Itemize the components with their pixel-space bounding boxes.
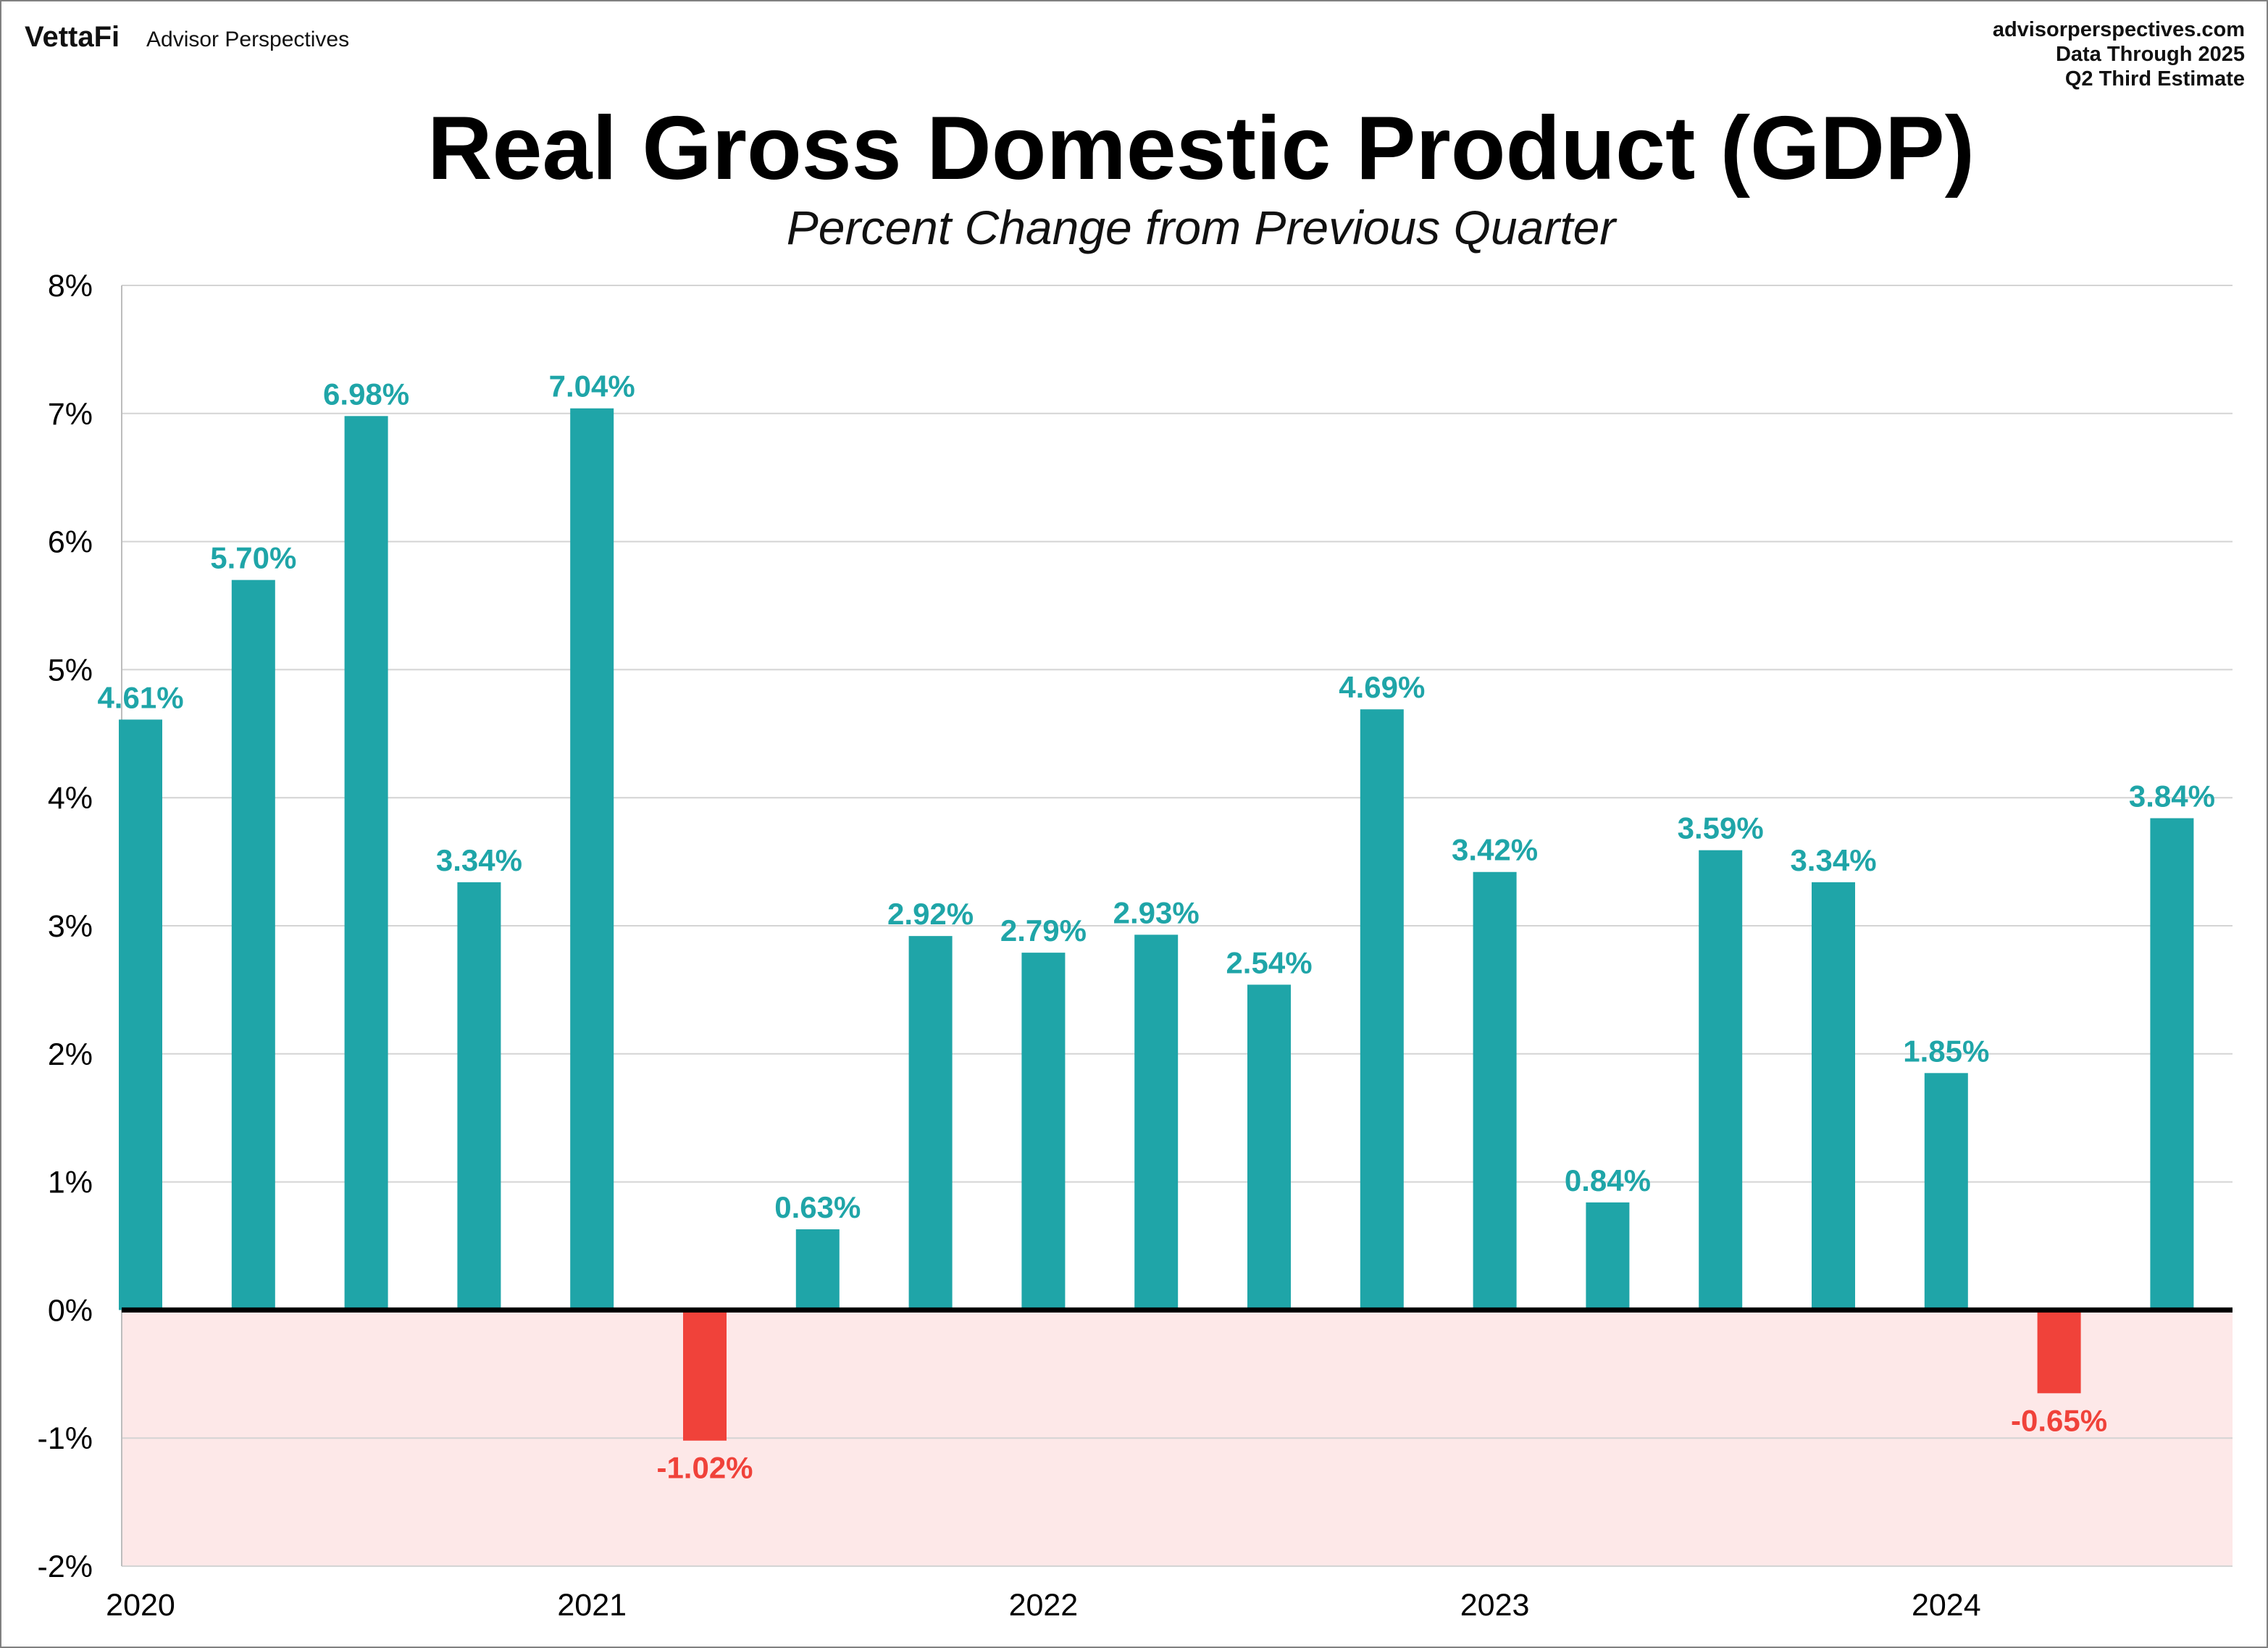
source-note-line2: Q2 Third Estimate xyxy=(2065,67,2245,91)
data-label: 7.04% xyxy=(549,369,635,403)
bar xyxy=(683,1310,727,1441)
x-tick-label: 2022 xyxy=(1009,1588,1079,1623)
bar xyxy=(344,416,388,1310)
bar xyxy=(1247,984,1291,1310)
x-tick-label: 2024 xyxy=(1912,1588,1981,1623)
data-label: 2.92% xyxy=(887,897,974,931)
chart-title: Real Gross Domestic Product (GDP) xyxy=(427,99,1975,198)
bar xyxy=(1360,709,1404,1310)
data-label: 4.69% xyxy=(1339,670,1425,704)
bar xyxy=(1699,850,1743,1310)
x-tick-label: 2021 xyxy=(557,1588,627,1623)
data-label: 3.84% xyxy=(2129,779,2215,813)
source-site: advisorperspectives.com xyxy=(1993,18,2245,41)
x-tick-label: 2023 xyxy=(1460,1588,1530,1623)
logo-brand: VettaFi xyxy=(25,21,120,53)
data-label: -0.65% xyxy=(2011,1403,2107,1437)
y-tick-label: 6% xyxy=(48,525,93,560)
data-label: 1.85% xyxy=(1903,1034,1989,1068)
data-label: 2.79% xyxy=(1000,913,1087,948)
bar xyxy=(795,1229,840,1310)
bar xyxy=(1924,1073,1968,1310)
y-tick-label: 3% xyxy=(48,909,93,944)
bar xyxy=(1134,934,1179,1310)
bar xyxy=(1021,953,1066,1310)
bar xyxy=(457,882,501,1310)
y-tick-label: -2% xyxy=(38,1549,93,1584)
y-tick-label: 4% xyxy=(48,781,93,816)
data-labels: 4.61% 5.70% 6.98% 3.34% 7.04% -1.02% 0.63% 2.92… xyxy=(97,369,2214,1485)
bar xyxy=(1812,882,1855,1310)
bar xyxy=(908,936,953,1310)
data-label: 6.98% xyxy=(323,377,409,411)
data-label: 0.84% xyxy=(1565,1163,1651,1197)
data-label: 4.61% xyxy=(97,680,183,714)
data-label: 5.70% xyxy=(210,541,296,575)
x-tick-label: 2020 xyxy=(106,1588,175,1623)
bar xyxy=(1586,1202,1630,1310)
y-tick-label: 2% xyxy=(48,1037,93,1072)
data-label: 3.34% xyxy=(436,843,522,877)
x-tick-labels: 2020 2021 2022 2023 2024 xyxy=(106,1588,1980,1623)
bar xyxy=(2150,818,2194,1310)
data-label: 3.34% xyxy=(1790,843,1876,877)
chart-subtitle: Percent Change from Previous Quarter xyxy=(787,201,1618,254)
bar xyxy=(2037,1310,2081,1394)
y-tick-label: 7% xyxy=(48,397,93,432)
bar xyxy=(1473,871,1517,1310)
y-tick-label: 5% xyxy=(48,653,93,687)
y-tick-labels: 8% 7% 6% 5% 4% 3% 2% 1% 0% -1% -2% xyxy=(38,269,93,1584)
logo-product: Advisor Perspectives xyxy=(146,28,349,51)
data-label: 3.42% xyxy=(1452,833,1538,867)
data-label: 2.93% xyxy=(1113,895,1200,929)
bars xyxy=(119,408,2194,1441)
bar xyxy=(231,580,275,1310)
data-label: 0.63% xyxy=(774,1190,861,1224)
data-label: 2.54% xyxy=(1226,945,1312,979)
source-note-line1: Data Through 2025 xyxy=(2056,43,2245,66)
y-tick-label: -1% xyxy=(38,1421,93,1456)
data-label: -1.02% xyxy=(656,1451,753,1485)
data-label: 3.59% xyxy=(1678,811,1764,845)
y-tick-label: 1% xyxy=(48,1166,93,1200)
bar xyxy=(119,719,162,1310)
y-tick-label: 0% xyxy=(48,1293,93,1328)
bar xyxy=(570,408,614,1310)
y-tick-label: 8% xyxy=(48,269,93,304)
